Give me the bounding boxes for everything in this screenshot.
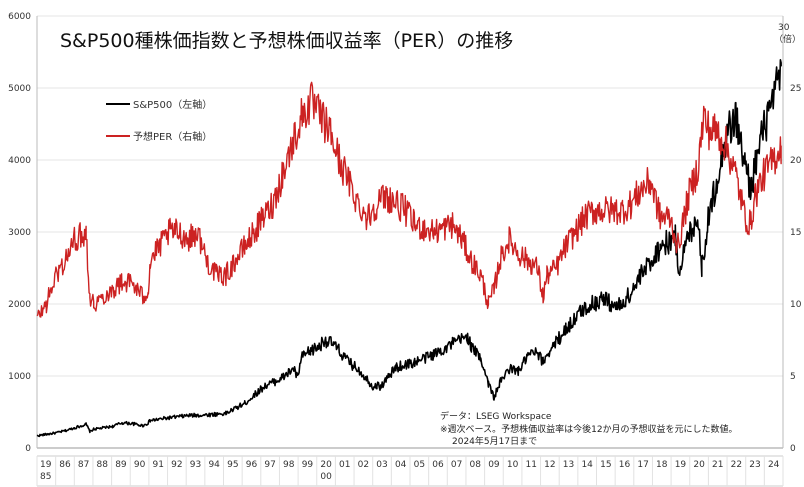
source-notes: データ：LSEG Workspace ※週次ベース。予想株価収益率は今後12か月…	[440, 410, 738, 447]
x-tick-label: 12	[544, 460, 555, 470]
y-right-tick-label: 15	[790, 228, 801, 238]
note-source: データ：LSEG Workspace	[440, 410, 552, 422]
axes: 0100020003000400050006000051015202519858…	[8, 12, 802, 487]
y-right-tick-label: 10	[790, 300, 802, 310]
x-tick-label: 95	[227, 460, 238, 470]
series-line-sp500	[36, 59, 782, 438]
x-tick-label: 07	[451, 460, 462, 470]
x-tick-label: 08	[470, 460, 482, 470]
right-axis-top-tick: 30	[778, 23, 790, 33]
x-tick-label: 94	[208, 460, 220, 470]
y-left-tick-label: 0	[25, 444, 31, 454]
y-left-tick-label: 6000	[8, 12, 31, 22]
x-tick-label: 11	[525, 460, 536, 470]
x-tick-label: 91	[152, 460, 163, 470]
x-tick-label: 87	[78, 460, 89, 470]
series-line-per	[36, 81, 782, 318]
y-left-tick-label: 2000	[8, 300, 31, 310]
x-tick-label: 23	[749, 460, 760, 470]
x-tick-label: 97	[264, 460, 275, 470]
y-left-tick-label: 1000	[8, 372, 31, 382]
x-tick-label: 04	[395, 460, 407, 470]
x-tick-label: 89	[115, 460, 127, 470]
y-left-tick-label: 3000	[8, 228, 31, 238]
y-right-tick-label: 0	[790, 444, 796, 454]
x-tick-label: 24	[768, 460, 780, 470]
legend-label-sp500: S&P500（左軸）	[133, 98, 212, 111]
x-tick-label: 85	[40, 472, 51, 482]
x-tick-label: 93	[190, 460, 201, 470]
x-tick-label: 96	[246, 460, 258, 470]
x-tick-label: 98	[283, 460, 295, 470]
x-tick-label: 01	[339, 460, 350, 470]
x-tick-label: 02	[358, 460, 369, 470]
x-tick-label: 19	[40, 460, 52, 470]
y-right-tick-label: 5	[790, 372, 796, 382]
x-tick-label: 03	[376, 460, 387, 470]
x-tick-label: 22	[731, 460, 742, 470]
y-right-tick-label: 25	[790, 84, 801, 94]
x-tick-label: 18	[656, 460, 668, 470]
y-right-tick-label: 20	[790, 156, 802, 166]
x-tick-label: 15	[600, 460, 611, 470]
legend: S&P500（左軸） 予想PER（右軸）	[106, 98, 212, 143]
x-tick-label: 16	[619, 460, 631, 470]
x-tick-label: 99	[302, 460, 314, 470]
note-basis: ※週次ベース。予想株価収益率は今後12か月の予想収益を元にした数値。	[440, 423, 738, 435]
x-tick-label: 90	[134, 460, 146, 470]
x-tick-label: 06	[432, 460, 444, 470]
x-tick-label: 20	[693, 460, 705, 470]
y-left-tick-label: 4000	[8, 156, 31, 166]
grid	[37, 15, 783, 449]
x-tick-label: 19	[675, 460, 687, 470]
note-date: 2024年5月17日まで	[452, 435, 537, 447]
x-tick-label: 88	[97, 460, 109, 470]
legend-label-per: 予想PER（右軸）	[133, 130, 212, 143]
x-tick-label: 05	[414, 460, 425, 470]
x-tick-label: 00	[320, 472, 332, 482]
x-tick-label: 10	[507, 460, 519, 470]
x-tick-label: 09	[488, 460, 500, 470]
x-tick-label: 17	[637, 460, 648, 470]
x-tick-label: 14	[581, 460, 593, 470]
series	[36, 59, 782, 438]
x-tick-label: 86	[59, 460, 71, 470]
right-axis-unit: （倍）	[774, 33, 801, 45]
x-tick-label: 92	[171, 460, 182, 470]
x-tick-label: 20	[320, 460, 332, 470]
x-tick-label: 21	[712, 460, 723, 470]
chart-title: S&P500種株価指数と予想株価収益率（PER）の推移	[60, 30, 513, 52]
x-tick-label: 13	[563, 460, 574, 470]
y-left-tick-label: 5000	[8, 84, 31, 94]
